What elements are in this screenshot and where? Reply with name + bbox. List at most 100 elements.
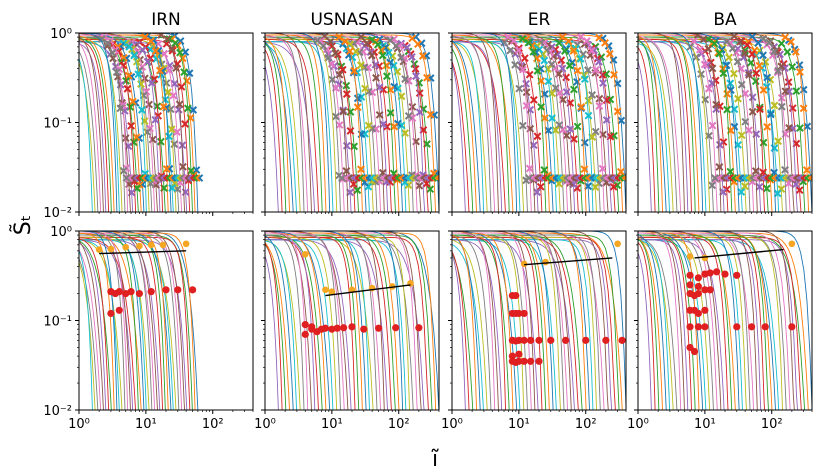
series-line-37 — [265, 37, 318, 239]
panel-4: 10⁰10¹10²10⁰10⁻¹10⁻² — [43, 225, 253, 437]
series-line-25 — [265, 33, 362, 239]
series-marker — [698, 71, 704, 77]
x-tick-label: 10¹ — [135, 417, 157, 432]
series-line-37 — [638, 237, 691, 437]
series-line-24 — [79, 240, 147, 437]
panel-0: 10⁰10⁻¹10⁻²IRN — [43, 10, 253, 239]
series-line-11 — [638, 233, 786, 437]
red-point-24 — [788, 323, 795, 330]
red-point-5 — [521, 310, 528, 317]
series-line-41 — [638, 37, 676, 239]
series-line-4 — [265, 240, 438, 437]
series-marker — [522, 55, 528, 61]
orange-point-1 — [108, 246, 115, 253]
red-point-6 — [334, 325, 341, 332]
red-point-8 — [174, 286, 181, 293]
plot-area — [452, 33, 640, 239]
orange-point-1 — [521, 261, 528, 268]
orange-point-2 — [122, 244, 129, 251]
plot-area — [265, 33, 453, 239]
x-tick-label: 10¹ — [508, 417, 530, 432]
red-point-7 — [162, 286, 169, 293]
red-point-0 — [302, 331, 309, 338]
series-line-23 — [638, 237, 742, 437]
red-point-3 — [707, 269, 714, 276]
x-tick-label: 10¹ — [694, 417, 716, 432]
red-point-14 — [308, 323, 315, 330]
series-line-17 — [265, 235, 391, 437]
red-point-12 — [415, 324, 422, 331]
panel-3: BA — [634, 10, 826, 239]
series-marker — [778, 40, 784, 46]
y-tick-label: 10⁻² — [43, 404, 72, 419]
red-point-14 — [582, 337, 589, 344]
red-point-5 — [721, 270, 728, 277]
red-point-11 — [535, 337, 542, 344]
series-marker — [526, 71, 532, 77]
red-point-13 — [302, 321, 309, 328]
red-point-11 — [116, 307, 123, 314]
red-point-10 — [375, 325, 382, 332]
series-line-25 — [638, 33, 735, 239]
panel-1: USNASAN — [261, 10, 453, 239]
red-point-20 — [521, 358, 528, 365]
orange-point-0 — [302, 251, 309, 258]
orange-point-5 — [160, 242, 167, 249]
plot-area — [79, 231, 212, 437]
series-line-11 — [265, 233, 413, 437]
series-marker — [726, 54, 732, 60]
series-marker — [784, 49, 790, 55]
panel-5: 10⁰ 10¹ 10² — [254, 231, 452, 437]
red-point-2 — [116, 288, 123, 295]
figure-ylabel: S̃ₜ — [10, 215, 36, 235]
red-point-13 — [695, 290, 702, 297]
x-tick-label: 10⁰ — [441, 417, 463, 432]
x-tick-label: 10² — [202, 417, 224, 432]
series-marker — [559, 65, 565, 71]
x-tick-label: 10⁰ — [254, 417, 276, 432]
orange-point-2 — [542, 259, 549, 266]
red-point-10 — [107, 310, 114, 317]
plot-area — [79, 32, 212, 239]
series-line-43 — [452, 251, 483, 437]
y-tick-label: 10⁻¹ — [43, 315, 72, 330]
series-line-37 — [452, 37, 505, 239]
red-point-4 — [322, 325, 329, 332]
orange-point-2 — [702, 255, 709, 262]
red-point-12 — [547, 337, 554, 344]
series-line-32 — [265, 37, 336, 239]
orange-point-1 — [687, 253, 694, 260]
series-line-11 — [452, 35, 600, 239]
series-marker — [109, 50, 115, 56]
series-line-32 — [638, 37, 709, 239]
red-point-6 — [733, 272, 740, 279]
orange-point-1 — [322, 287, 329, 294]
x-tick-label: 10⁰ — [627, 417, 649, 432]
red-point-5 — [136, 290, 143, 297]
series-line-41 — [452, 235, 490, 437]
red-point-1 — [695, 274, 702, 281]
panel-7: 10⁰ 10¹ 10² — [627, 231, 825, 437]
red-point-15 — [602, 337, 609, 344]
x-tick-label: 10² — [761, 417, 783, 432]
red-point-13 — [562, 337, 569, 344]
red-point-9 — [360, 326, 367, 333]
axis-ticks — [75, 231, 253, 414]
x-tick-label: 10² — [388, 417, 410, 432]
series-line-3 — [638, 237, 815, 437]
red-point-19 — [695, 323, 702, 330]
red-point-9 — [189, 286, 196, 293]
x-tick-label: 10⁰ — [68, 417, 90, 432]
red-point-11 — [392, 324, 399, 331]
orange-point-4 — [148, 242, 155, 249]
orange-point-0 — [614, 240, 621, 247]
x-tick-label: 10¹ — [321, 417, 343, 432]
red-point-4 — [713, 268, 720, 275]
series-line-9 — [265, 240, 420, 437]
series-line-17 — [452, 37, 578, 239]
red-point-23 — [762, 323, 769, 330]
x-tick-label: 10² — [575, 417, 597, 432]
orange-point-0 — [96, 246, 103, 253]
series-line-37 — [638, 38, 691, 239]
panel-title: BA — [713, 10, 737, 30]
